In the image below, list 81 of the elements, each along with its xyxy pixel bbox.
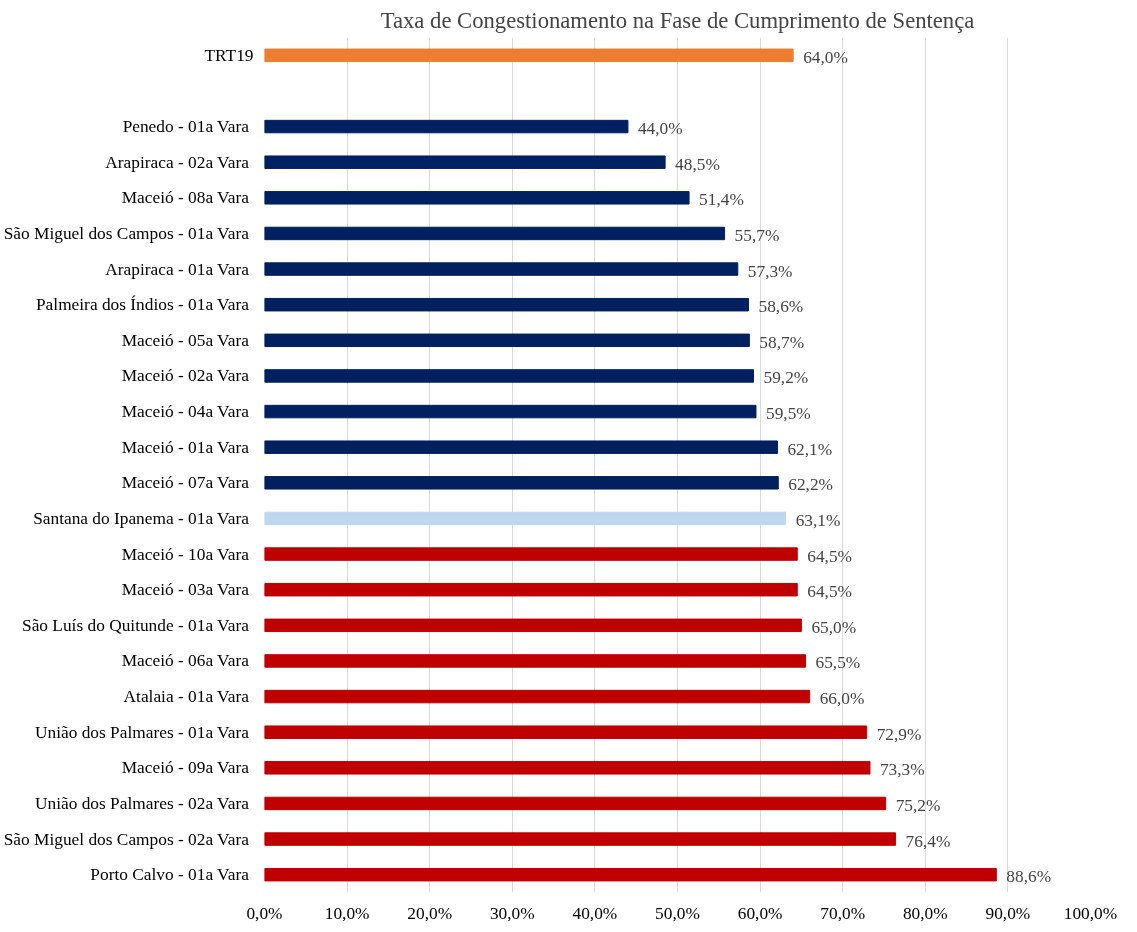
data-label: 64,5% — [807, 546, 853, 566]
bar — [264, 511, 787, 526]
y-tick-label: São Luís do Quitunde - 01a Vara — [22, 615, 250, 635]
y-tick-label: Penedo - 01a Vara — [122, 117, 250, 137]
bar — [264, 155, 666, 169]
y-tick-label: Maceió - 06a Vara — [121, 651, 250, 671]
x-tick-label: 100,0% — [1063, 903, 1118, 923]
data-label: 48,5% — [675, 154, 720, 174]
bar — [264, 297, 750, 312]
y-tick-label: Maceió - 03a Vara — [121, 580, 250, 600]
data-label: 58,6% — [758, 297, 804, 317]
x-tick-label: 60,0% — [737, 903, 783, 923]
bar — [264, 369, 754, 383]
bar — [264, 867, 997, 882]
x-tick-label: 80,0% — [902, 903, 948, 923]
y-tick-label: Maceió - 05a Vara — [121, 330, 250, 350]
bar — [264, 582, 798, 597]
data-label: 66,0% — [819, 689, 865, 709]
y-tick-label: Atalaia - 01a Vara — [123, 687, 250, 707]
data-label: 58,7% — [759, 332, 805, 352]
bar — [264, 226, 726, 241]
data-label: 65,5% — [815, 653, 861, 673]
y-tick-label: Arapiraca - 02a Vara — [105, 152, 250, 172]
chart-title: Taxa de Congestionamento na Fase de Cumprimento de Sentença — [380, 7, 975, 33]
x-tick-label: 0,0% — [246, 903, 283, 923]
y-tick-label: TRT19 — [204, 45, 254, 65]
x-tick-label: 30,0% — [489, 903, 535, 923]
y-tick-label: São Miguel dos Campos - 02a Vara — [3, 829, 250, 849]
data-label: 59,5% — [765, 404, 811, 424]
y-tick-label: Palmeira dos Índios - 01a Vara — [35, 295, 250, 315]
y-tick-label: Santana do Ipanema - 01a Vara — [33, 508, 250, 528]
y-tick-label: Maceió - 09a Vara — [121, 758, 250, 778]
data-label: 76,4% — [905, 831, 951, 851]
y-tick-label: União dos Palmares - 01a Vara — [35, 722, 250, 742]
data-label: 63,1% — [795, 510, 841, 530]
data-label: 75,2% — [895, 795, 941, 815]
bar — [264, 262, 739, 276]
y-tick-label: Maceió - 02a Vara — [121, 366, 250, 386]
bar — [264, 725, 868, 739]
x-tick-label: 40,0% — [572, 903, 618, 923]
y-tick-label: Maceió - 04a Vara — [121, 402, 250, 422]
bar — [264, 48, 794, 63]
data-label: 62,2% — [788, 475, 834, 495]
data-label: 73,3% — [879, 760, 925, 780]
y-tick-label: Maceió - 07a Vara — [121, 473, 250, 493]
y-tick-label: São Miguel dos Campos - 01a Vara — [3, 223, 250, 243]
data-label: 57,3% — [747, 261, 793, 281]
data-label: 64,0% — [803, 47, 848, 67]
data-label: 62,1% — [787, 439, 833, 459]
x-tick-label: 70,0% — [820, 903, 866, 923]
bar — [264, 440, 778, 454]
x-tick-label: 50,0% — [655, 903, 700, 923]
bar — [264, 689, 811, 704]
bar — [264, 333, 750, 348]
y-tick-label: Porto Calvo - 01a Vara — [90, 865, 250, 885]
bar — [264, 547, 798, 561]
bar — [264, 476, 779, 490]
x-tick-label: 90,0% — [985, 903, 1031, 923]
data-label: 51,4% — [699, 190, 744, 210]
data-label: 44,0% — [637, 119, 683, 139]
y-tick-label: Maceió - 01a Vara — [121, 437, 250, 457]
bar — [264, 191, 690, 205]
data-label: 64,5% — [807, 582, 853, 602]
y-tick-label: União dos Palmares - 02a Vara — [35, 793, 250, 813]
bar — [264, 618, 802, 633]
bar — [264, 654, 807, 668]
bar — [264, 761, 871, 775]
bar — [264, 832, 897, 846]
x-tick-label: 10,0% — [324, 903, 370, 923]
y-tick-label: Arapiraca - 01a Vara — [105, 259, 250, 279]
bar — [264, 119, 629, 134]
bar — [264, 404, 757, 419]
data-label: 72,9% — [876, 724, 922, 744]
data-label: 55,7% — [734, 225, 780, 245]
x-tick-label: 20,0% — [407, 903, 453, 923]
y-tick-label: Maceió - 10a Vara — [121, 544, 250, 564]
data-label: 65,0% — [811, 617, 857, 637]
data-label: 88,6% — [1006, 867, 1052, 887]
data-label: 59,2% — [763, 368, 809, 388]
bar — [264, 796, 887, 811]
y-tick-label: Maceió - 08a Vara — [121, 188, 250, 208]
